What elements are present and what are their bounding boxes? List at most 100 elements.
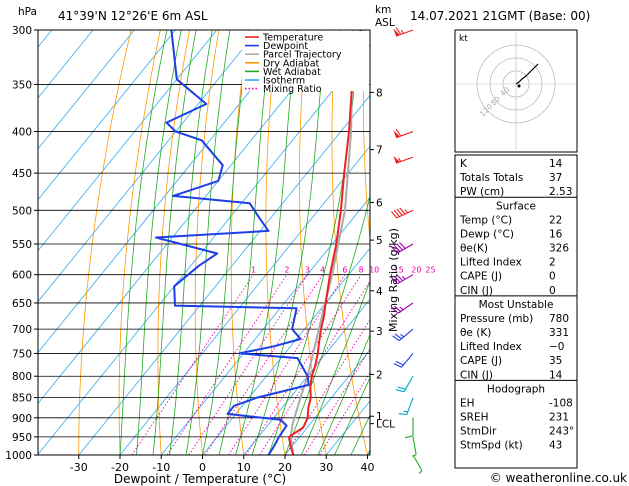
km-tick-label: 3 xyxy=(376,326,383,338)
table-frame xyxy=(454,154,578,469)
wind-barb-flag xyxy=(397,386,406,390)
credit-text: © weatheronline.co.uk xyxy=(490,471,627,485)
surface-value: 2 xyxy=(549,257,556,269)
wet-adiabat-line xyxy=(334,376,370,455)
km-tick-label: 5 xyxy=(376,235,383,247)
mixing-ratio-label: 20 xyxy=(411,266,421,275)
surface-label: θe(K) xyxy=(460,243,488,255)
wind-barb xyxy=(393,27,414,37)
mixing-ratio-label: 25 xyxy=(425,266,435,275)
surface-label: Temp (°C) xyxy=(459,214,512,226)
isotherm-line xyxy=(243,298,370,455)
wind-barb-pennant xyxy=(393,130,400,138)
hodograph-unit: kt xyxy=(459,34,468,44)
indices-table: K 14 Totals Totals 37 PW (cm) 2.53 Surface Temp… xyxy=(454,154,578,469)
wind-barb xyxy=(391,207,414,219)
wet-adiabat-line xyxy=(317,333,370,455)
most-unstable-value: 35 xyxy=(549,355,562,367)
dry-adiabat-line xyxy=(78,30,132,455)
temp-tick-label: -20 xyxy=(111,461,129,474)
temp-tick-label: 0 xyxy=(199,461,206,474)
hodograph-label: StmSpd (kt) xyxy=(460,440,523,452)
wind-barb-flag xyxy=(393,275,401,283)
most-unstable-value: 780 xyxy=(549,313,569,325)
wind-barb-staff xyxy=(412,436,417,455)
legend-entry: Parcel Trajectory xyxy=(263,50,342,61)
mixing-ratio-line xyxy=(188,274,308,455)
pressure-tick-label: 450 xyxy=(12,168,32,180)
wind-barb-pennant xyxy=(393,155,400,164)
isotherm-line xyxy=(38,30,218,252)
wind-barb xyxy=(391,242,414,254)
temperature-line xyxy=(287,30,363,455)
wind-barb xyxy=(391,274,414,285)
surface-label: Dewp (°C) xyxy=(460,228,514,240)
most-unstable-label: Lifted Index xyxy=(460,341,522,353)
km-tick-label: 2 xyxy=(376,369,383,381)
isotherm-line xyxy=(38,30,176,201)
temp-tick-label: -30 xyxy=(70,461,88,474)
index-value: 37 xyxy=(549,172,562,184)
pressure-tick-label: 400 xyxy=(12,127,32,139)
wind-barb xyxy=(393,155,414,164)
pressure-unit-label: hPa xyxy=(18,6,37,18)
wind-barb-halfflag xyxy=(404,209,408,214)
isotherm-line xyxy=(38,30,259,303)
wind-barb-staff xyxy=(395,156,414,164)
pressure-tick-label: 700 xyxy=(12,324,32,336)
parcel-trajectory-line xyxy=(289,30,354,455)
wind-barb-flag xyxy=(395,128,402,137)
most-unstable-label: CAPE (J) xyxy=(460,355,502,367)
surface-label: Lifted Index xyxy=(460,257,522,269)
isotherm-line xyxy=(38,30,135,150)
wind-barb-halfflag xyxy=(400,333,405,338)
most-unstable-value: 14 xyxy=(549,369,563,381)
isotherm-line xyxy=(202,247,370,455)
mixing-ratio-label: 8 xyxy=(359,266,364,275)
surface-label: CIN (J) xyxy=(460,285,493,297)
surface-value: 16 xyxy=(549,228,563,240)
index-label: K xyxy=(460,158,468,170)
profiles xyxy=(154,30,363,455)
pressure-tick-label: 550 xyxy=(12,239,32,251)
mixing-ratio-label: 3 xyxy=(305,266,310,275)
mixing-ratio-line xyxy=(304,348,370,455)
most-unstable-value: −0 xyxy=(549,341,564,353)
location-title: 41°39'N 12°26'E 6m ASL xyxy=(58,9,208,23)
mixing-ratio-line xyxy=(285,319,370,455)
pressure-axis: 300 350 400 450 500 550 600 650 700 750 800 850 900 9… xyxy=(5,25,38,462)
mixing-ratio-line xyxy=(166,274,288,455)
surface-value: 326 xyxy=(549,243,569,255)
isotherm-line xyxy=(160,196,370,455)
pressure-tick-label: 950 xyxy=(12,432,32,444)
hodograph-value: 231 xyxy=(549,412,569,424)
wind-barb-flag xyxy=(393,209,400,218)
wind-barb xyxy=(393,128,414,139)
wind-barb-flag xyxy=(394,333,402,340)
most-unstable-value: 331 xyxy=(549,327,569,339)
wind-barb-flag xyxy=(399,242,406,249)
plot-frame xyxy=(37,29,371,456)
legend-entry: Dewpoint xyxy=(263,41,308,52)
surface-label: CAPE (J) xyxy=(460,271,502,283)
dry-adiabat-line xyxy=(118,30,161,455)
most-unstable-title: Most Unstable xyxy=(479,299,554,311)
wind-barb-flag xyxy=(395,27,402,35)
wind-barb-staff xyxy=(412,454,423,471)
legend-entry: Wet Adiabat xyxy=(263,67,321,78)
wind-barb xyxy=(393,353,414,368)
wind-barb xyxy=(392,328,414,342)
wind-barb-flag xyxy=(404,435,414,439)
km-tick-label: 8 xyxy=(376,87,383,99)
surface-value: 0 xyxy=(549,285,556,297)
isotherm-line xyxy=(38,43,370,455)
mixing-ratio-line xyxy=(245,274,362,455)
pressure-tick-label: 800 xyxy=(12,371,32,383)
wind-barb-flag xyxy=(393,363,402,368)
pressure-tick-label: 650 xyxy=(12,298,32,310)
index-label: Totals Totals xyxy=(459,172,523,184)
surface-value: 0 xyxy=(549,271,556,283)
mixing-ratio-label: 1 xyxy=(251,266,256,275)
x-axis-title: Dewpoint / Temperature (°C) xyxy=(114,472,286,486)
